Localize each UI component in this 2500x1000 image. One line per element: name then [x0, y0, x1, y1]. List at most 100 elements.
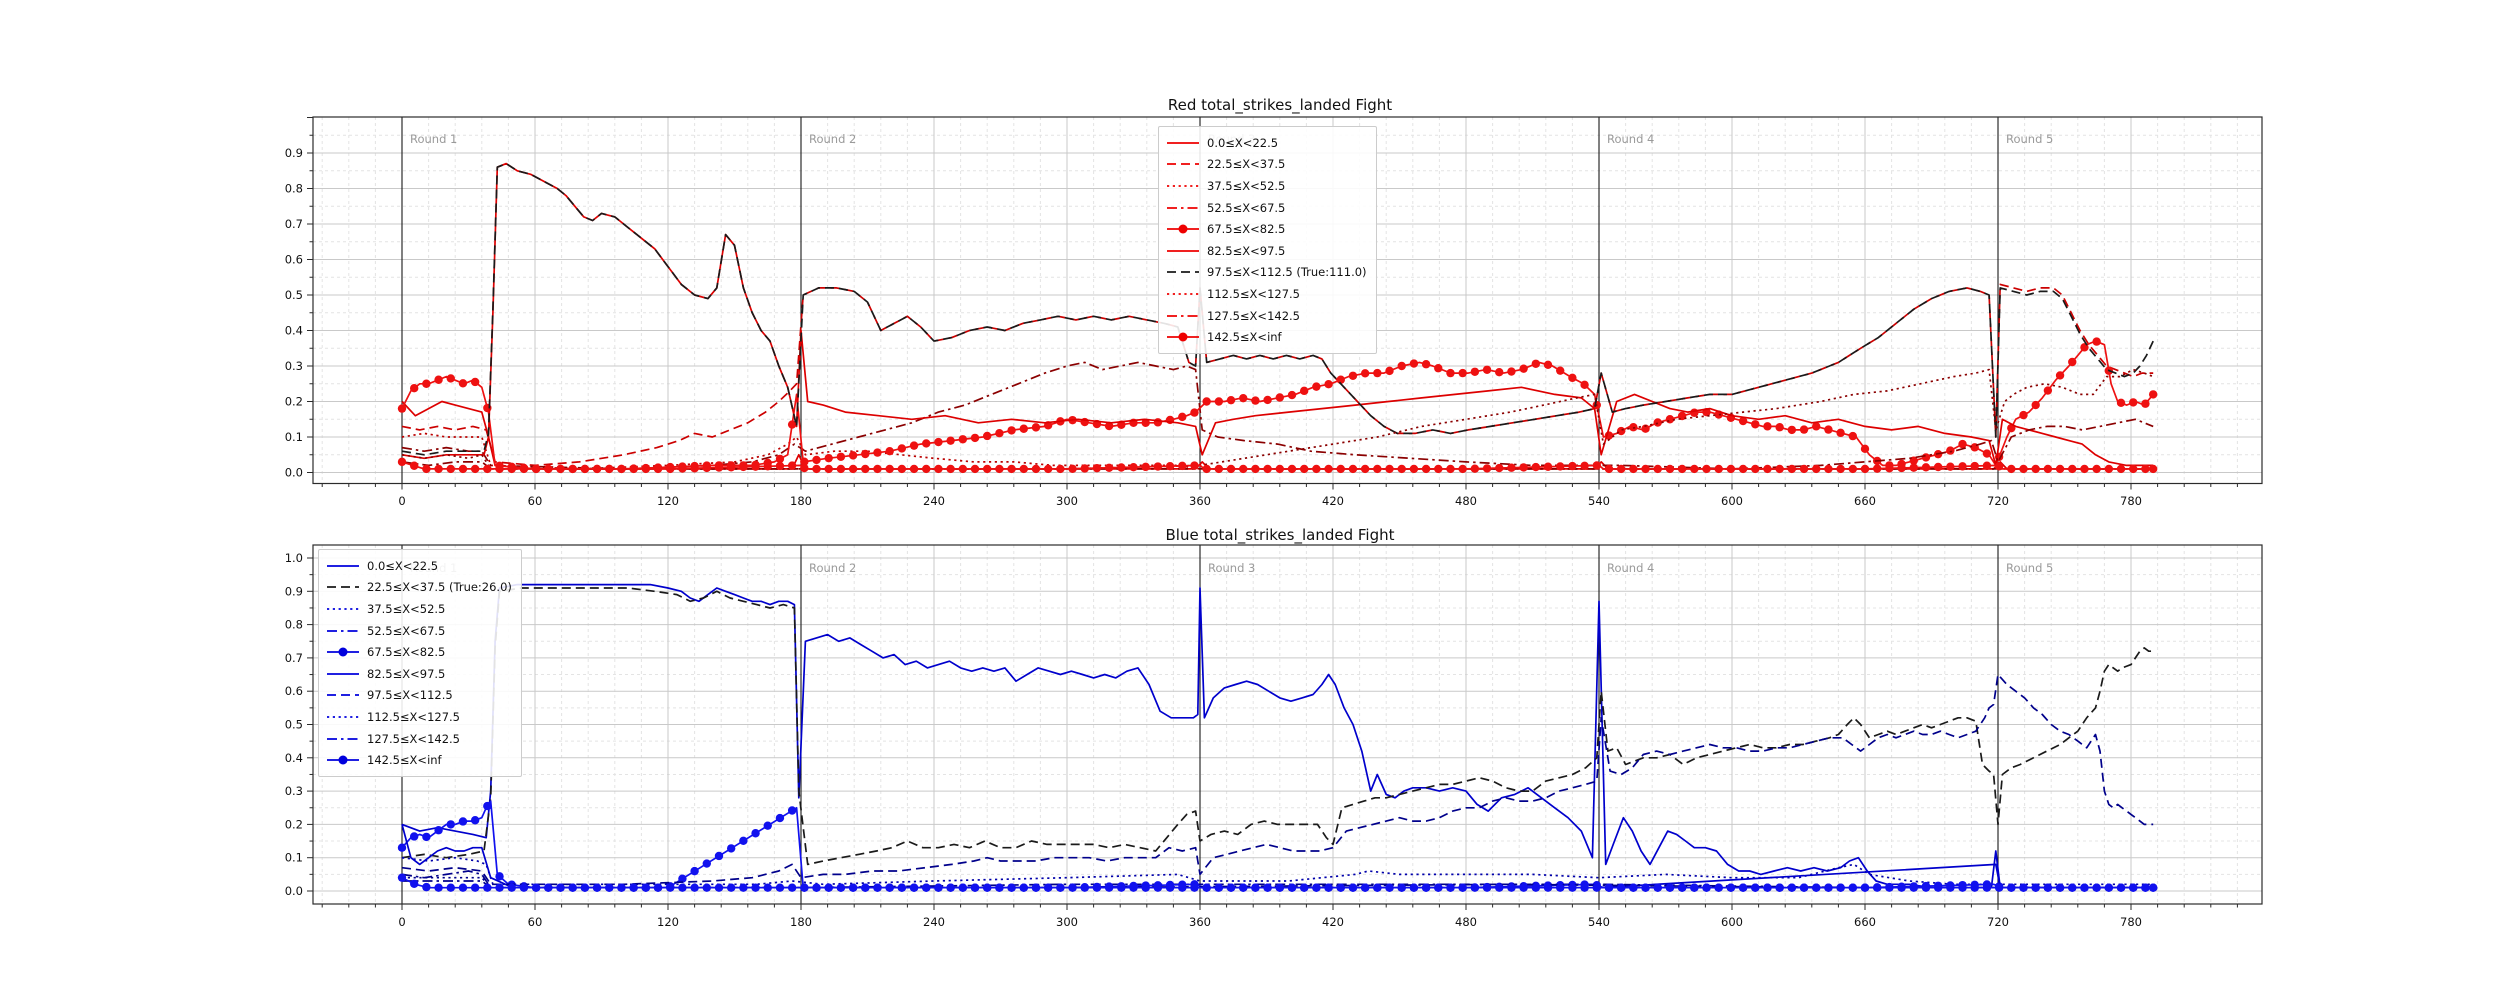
marker-dot: [1812, 883, 1821, 892]
marker-dot: [2104, 464, 2114, 474]
legend-label: 67.5≤X<82.5: [1207, 222, 1286, 237]
marker-dot: [1751, 464, 1760, 474]
marker-dot: [592, 883, 602, 892]
x-tick-label: 0: [398, 494, 405, 508]
marker-dot: [885, 464, 894, 474]
marker-dot: [1373, 368, 1382, 378]
legend-line-swatch: [1167, 293, 1199, 295]
marker-dot: [1799, 464, 1809, 474]
marker-dot: [909, 883, 919, 892]
marker-dot: [1202, 397, 1211, 406]
marker-dot: [1982, 449, 1992, 458]
red-chart-title: Red total_strikes_landed Fight: [1167, 96, 1393, 114]
legend-line-swatch: [1167, 249, 1199, 252]
x-tick-label: 300: [1056, 494, 1078, 508]
marker-dot: [1824, 883, 1833, 892]
marker-dot: [1836, 883, 1845, 892]
marker-dot: [446, 464, 455, 474]
marker-dot: [1226, 883, 1236, 892]
marker-dot: [458, 464, 468, 474]
marker-dot: [1397, 883, 1406, 892]
marker-dot: [629, 883, 638, 892]
marker-dot: [1104, 463, 1114, 473]
marker-dot: [483, 464, 492, 474]
marker-dot: [2019, 410, 2028, 420]
marker-dot: [1141, 883, 1150, 892]
legend-entry: 37.5≤X<52.5: [1166, 175, 1367, 197]
marker-dot: [1958, 439, 1967, 449]
marker-dot: [1616, 464, 1626, 474]
legend-label: 0.0≤X<22.5: [367, 558, 439, 573]
marker-dot: [678, 464, 687, 473]
marker-dot: [1592, 883, 1601, 892]
marker-dot: [1714, 464, 1723, 474]
marker-dot: [2055, 464, 2065, 474]
marker-dot: [617, 883, 626, 892]
legend-label: 112.5≤X<127.5: [367, 709, 460, 724]
marker-dot: [1202, 464, 1211, 474]
marker-dot: [1763, 422, 1772, 431]
y-tick-label: 0.1: [285, 851, 303, 865]
legend-entry: 127.5≤X<142.5: [1166, 305, 1367, 327]
marker-dot: [1641, 424, 1650, 433]
marker-dot: [1239, 883, 1248, 892]
legend-label: 82.5≤X<97.5: [1207, 243, 1286, 258]
marker-dot: [1251, 396, 1260, 405]
marker-dot: [2031, 464, 2040, 474]
blue-chart-legend: 0.0≤X<22.5 22.5≤X<37.5 (True:26.0) 37.5≤X<…: [318, 549, 522, 777]
marker-dot: [1165, 883, 1175, 892]
marker-dot: [861, 883, 870, 892]
marker-dot: [726, 844, 736, 853]
round-label: Round 2: [809, 561, 856, 575]
x-tick-label: 60: [528, 494, 543, 508]
marker-dot: [2080, 464, 2089, 474]
marker-dot: [495, 464, 504, 474]
marker-dot: [483, 883, 492, 892]
marker-dot: [1836, 464, 1845, 474]
marker-dot: [702, 883, 711, 892]
x-tick-label: 240: [923, 915, 945, 929]
marker-dot: [1373, 883, 1382, 892]
red-chart-legend: 0.0≤X<22.5 22.5≤X<37.5 37.5≤X<52.5 52.5≤X<6…: [1158, 126, 1377, 354]
x-tick-label: 540: [1588, 494, 1610, 508]
marker-dot: [1787, 425, 1797, 435]
marker-dot: [1312, 464, 1321, 474]
marker-dot: [2141, 883, 2150, 892]
marker-dot: [483, 801, 492, 811]
y-tick-label: 0.3: [285, 784, 303, 798]
marker-dot: [422, 379, 431, 388]
marker-dot: [1470, 367, 1480, 376]
marker-dot: [812, 883, 821, 892]
marker-dot: [1860, 464, 1870, 474]
marker-dot: [1665, 464, 1675, 474]
marker-dot: [1799, 425, 1809, 434]
marker-dot: [1409, 359, 1419, 368]
y-tick-label: 0.2: [285, 817, 303, 831]
marker-dot: [1738, 883, 1748, 892]
marker-dot: [1165, 461, 1175, 471]
marker-dot: [605, 883, 614, 892]
marker-dot: [1812, 422, 1821, 431]
marker-dot: [1190, 461, 1199, 470]
x-tick-label: 660: [1854, 494, 1876, 508]
marker-dot: [861, 464, 870, 474]
marker-dot: [885, 447, 894, 456]
legend-entry: 0.0≤X<22.5: [1166, 132, 1367, 154]
marker-dot: [1860, 444, 1870, 454]
marker-dot: [1763, 464, 1772, 474]
marker-dot: [1848, 431, 1858, 441]
marker-dot: [1263, 883, 1272, 892]
marker-dot: [824, 883, 833, 892]
marker-dot: [1299, 386, 1309, 396]
marker-dot: [1153, 462, 1163, 471]
marker-dot: [970, 883, 980, 892]
marker-dot: [970, 464, 980, 474]
marker-dot: [1531, 462, 1541, 472]
marker-dot: [1543, 360, 1553, 370]
legend-entry: 52.5≤X<67.5: [326, 620, 512, 642]
marker-dot: [1446, 464, 1455, 474]
marker-dot: [2148, 883, 2158, 892]
marker-dot: [1568, 461, 1577, 471]
marker-dot: [1385, 366, 1394, 376]
